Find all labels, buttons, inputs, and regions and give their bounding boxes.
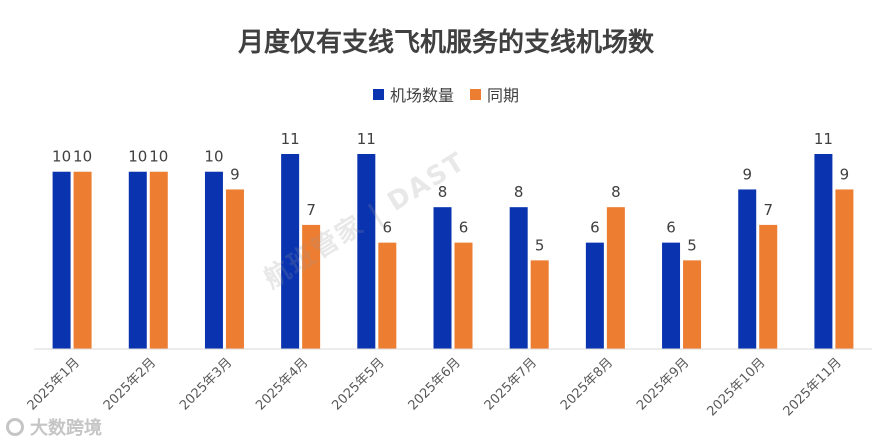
corner-watermark: 大数跨境 [6,414,102,440]
bar-airport-count-6 [433,207,452,349]
x-tick-label-11: 2025年11月 [781,355,845,419]
x-tick-label-10: 2025年10月 [704,355,768,419]
bar-same-period-3 [225,189,244,349]
bar-airport-count-11 [814,154,833,349]
corner-watermark-text: 大数跨境 [30,418,102,439]
data-label-airport-count-9: 6 [666,219,676,237]
bar-airport-count-8 [585,242,604,349]
bar-same-period-5 [378,242,397,349]
data-label-same-period-2: 10 [149,148,168,166]
bar-airport-count-3 [204,171,223,349]
x-tick-label-2: 2025年2月 [101,355,159,413]
bar-airport-count-9 [662,242,681,349]
legend-label-airport-count: 机场数量 [389,86,454,105]
bar-same-period-7 [530,260,549,349]
bar-same-period-9 [683,260,702,349]
bar-airport-count-10 [738,189,757,349]
data-label-airport-count-11: 11 [814,130,833,148]
bar-airport-count-7 [509,207,528,349]
data-label-same-period-9: 5 [687,236,697,254]
x-tick-label-1: 2025年1月 [25,355,83,413]
data-label-airport-count-5: 11 [357,130,376,148]
bar-same-period-2 [149,171,168,349]
data-label-airport-count-4: 11 [281,130,300,148]
watermark-logo-icon [6,418,24,436]
bar-airport-count-4 [281,154,300,349]
chart-title: 月度仅有支线飞机服务的支线机场数 [237,28,654,58]
legend-swatch-airport-count [372,88,384,100]
legend-item-airport-count: 机场数量 [372,82,454,106]
bar-same-period-8 [606,207,625,349]
bar-airport-count-1 [52,171,71,349]
data-label-same-period-7: 5 [535,236,545,254]
legend-item-same-period: 同期 [470,82,519,106]
bar-airport-count-5 [357,154,376,349]
legend: 机场数量 同期 [0,82,892,106]
data-label-airport-count-8: 6 [590,219,600,237]
data-label-airport-count-7: 8 [514,183,524,201]
bar-same-period-4 [302,224,321,349]
data-label-airport-count-10: 9 [742,165,752,183]
data-label-airport-count-2: 10 [128,148,147,166]
x-tick-label-7: 2025年7月 [482,355,540,413]
data-label-same-period-10: 7 [763,201,773,219]
data-label-same-period-3: 9 [230,165,240,183]
data-label-same-period-8: 8 [611,183,621,201]
data-label-airport-count-1: 10 [52,148,71,166]
data-label-same-period-11: 9 [840,165,850,183]
bar-same-period-6 [454,242,473,349]
data-label-same-period-1: 10 [73,148,92,166]
x-tick-label-3: 2025年3月 [177,355,235,413]
bar-same-period-10 [759,224,778,349]
legend-swatch-same-period [470,88,481,100]
bar-same-period-11 [835,189,854,349]
data-label-same-period-4: 7 [306,201,316,219]
x-tick-label-8: 2025年8月 [558,355,616,413]
data-label-same-period-5: 6 [383,219,393,237]
data-label-airport-count-6: 8 [438,183,448,201]
bar-airport-count-2 [128,171,147,349]
legend-label-same-period: 同期 [487,86,520,105]
x-tick-label-9: 2025年9月 [634,355,692,413]
bar-same-period-1 [73,171,92,349]
data-label-airport-count-3: 10 [204,148,223,166]
x-tick-label-5: 2025年5月 [329,355,387,413]
x-tick-label-4: 2025年4月 [253,355,311,413]
x-tick-label-6: 2025年6月 [406,355,464,413]
data-label-same-period-6: 6 [459,219,469,237]
